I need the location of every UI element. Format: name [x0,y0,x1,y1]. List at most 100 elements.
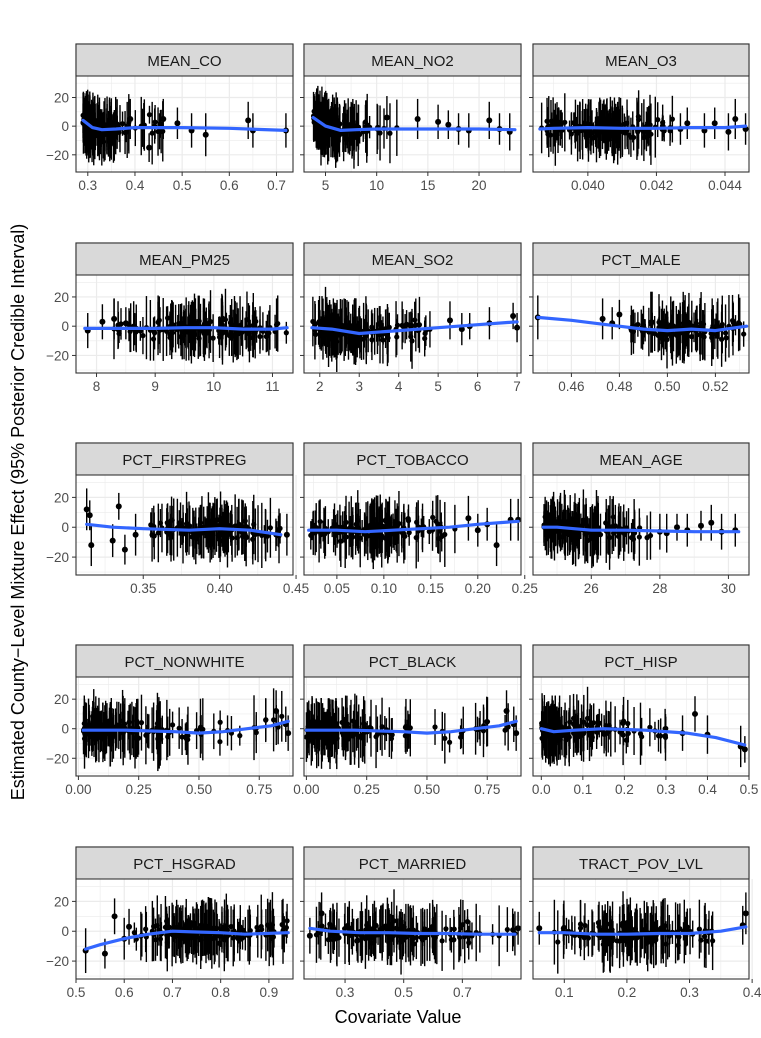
panel-pct-married-point [358,933,364,939]
panel-mean-o3-outlier-point [684,120,691,127]
panel-pct-hsgrad-strip [75,846,294,880]
panel-mean-pm25-x-tick-label: 8 [93,379,101,394]
panel-mean-age-x-tick-label: 30 [721,581,736,596]
panel-tract-pov-lvl-smooth-line [537,925,748,936]
panel-mean-co-point [119,121,126,127]
panel-pct-nonwhite-smooth-line [81,719,290,735]
panel-pct-firstpreg-point [252,531,258,538]
panel-pct-tobacco-point [400,532,407,538]
panel-mean-so2-point [353,333,360,340]
panel-pct-firstpreg-y-tick-label: 0 [61,520,69,535]
panel-tract-pov-lvl-data [536,891,749,974]
panel-pct-male-x-tick-label: 0.48 [606,379,632,394]
panel-mean-pm25-point [283,330,289,336]
panel-pct-hisp-strip-title: PCT_HISP [604,654,677,671]
panel-pct-male-point [729,317,736,324]
panel-tract-pov-lvl-x-tick-label: 0.3 [680,985,699,1000]
panel-mean-co: MEAN_CO 0.3 0.4 0.5 0.6 0.7 −20 0 20 [46,43,294,193]
panel-pct-black-outlier-point [503,707,510,714]
panel-pct-black-point [344,723,350,729]
panel-mean-so2-point [338,331,344,337]
panel-mean-no2-x-tick-label: 5 [322,178,330,193]
panel-pct-tobacco-point [394,521,400,527]
panel-pct-hsgrad-y-tick-label: 20 [54,894,69,909]
panel-mean-age-point [557,519,563,525]
panel-pct-married-smooth-line [308,926,517,936]
panel-pct-nonwhite-x-tick-label: 0.00 [65,782,91,797]
panel-pct-tobacco-outlier-point [493,542,500,549]
panel-pct-hsgrad-y-tick-label: 0 [61,924,69,939]
panel-mean-age-x-tick-label: 26 [584,581,599,596]
panel-pct-hsgrad-point [279,922,285,928]
panel-mean-co-x-tick-label: 0.3 [78,178,97,193]
panel-pct-black-strip-title: PCT_BLACK [369,654,457,671]
panel-pct-nonwhite-point [200,726,206,732]
panel-mean-no2-outlier-point [435,118,442,125]
panel-pct-tobacco-point [308,532,314,538]
panel-mean-co-data [80,89,289,166]
panel-pct-tobacco-point [430,514,436,521]
panel-pct-male-point [669,330,676,337]
panel-pct-firstpreg-point [155,530,161,536]
panel-pct-married-point [334,935,340,941]
panel-pct-male-x-tick-label: 0.52 [702,379,728,394]
panel-tract-pov-lvl-point [595,920,601,926]
panel-pct-married-point [439,938,445,944]
panel-mean-so2-x-tick-label: 2 [316,379,324,394]
panel-mean-co-point [100,121,106,127]
panel-mean-age-point [610,514,616,520]
panel-mean-so2: MEAN_SO2 2 3 4 5 6 7 [300,242,522,394]
panel-pct-male-outlier-point [599,315,606,322]
panel-pct-firstpreg-strip-title: PCT_FIRSTPREG [122,452,246,469]
panel-pct-firstpreg-point [277,525,283,531]
panel-mean-o3-x-tick-label: 0.044 [708,178,742,193]
panel-pct-male-strip-title: PCT_MALE [601,252,680,269]
panel-pct-hisp-strip [532,644,750,678]
panel-pct-firstpreg-point [267,525,273,531]
panel-pct-nonwhite-point [138,720,145,726]
panel-mean-no2-outlier-point [445,121,452,128]
panel-mean-co-y-tick-label: −20 [46,148,69,163]
panel-mean-pm25-point [163,328,170,334]
panel-pct-male-point [635,321,641,328]
panel-mean-co-point [146,112,153,118]
panel-mean-so2-outlier-point [458,326,465,333]
panel-pct-firstpreg: PCT_FIRSTPREG 0.35 0.40 0.45 −20 0 20 [46,442,309,596]
panel-mean-age-point [603,520,609,526]
panel-mean-o3-point [635,129,641,135]
panel-mean-age-point [589,534,595,540]
panel-pct-black-outlier-point [513,730,520,737]
panel-mean-co-outlier-point [146,144,153,151]
panel-pct-married-outlier-point [306,932,313,939]
panel-pct-nonwhite-point [143,732,149,738]
panel-pct-hsgrad: PCT_HSGRAD 0.5 0.6 0.7 0.8 0.9 −20 0 20 [46,846,294,1000]
panel-pct-nonwhite-y-tick-label: 20 [54,692,69,707]
panel-pct-married-point [373,922,379,928]
panel-pct-nonwhite-point [237,733,243,739]
panel-mean-so2-point [409,338,415,344]
panel-pct-firstpreg-point [176,520,182,526]
panel-tract-pov-lvl-point [561,924,567,931]
panel-mean-no2-smooth-line [311,116,517,132]
panel-pct-hsgrad-x-tick-label: 0.6 [115,985,134,1000]
panel-mean-co-outlier-point [127,115,134,122]
panel-pct-hsgrad-point [211,935,217,941]
panel-mean-so2-data [310,286,521,373]
panel-pct-black-x-tick-label: 0.25 [354,782,380,797]
panel-mean-co-x-tick-label: 0.7 [267,178,286,193]
panel-tract-pov-lvl-point [627,937,633,943]
panel-mean-pm25-point [266,330,272,336]
panel-pct-black-point [373,734,379,740]
panel-mean-no2: MEAN_NO2 5 10 15 20 [300,43,522,193]
panel-mean-o3-point [604,118,610,124]
panel-mean-so2-point [412,317,418,323]
panel-mean-so2-point [326,331,332,337]
panel-mean-o3-smooth-line [538,124,748,131]
panel-mean-pm25-x-tick-label: 11 [265,379,279,394]
panel-pct-hisp-point [647,724,653,730]
panel-pct-married-data [306,889,521,975]
panel-pct-firstpreg-outlier-point [283,531,290,538]
panel-pct-male-strip [532,242,750,276]
panel-pct-hsgrad-x-tick-label: 0.7 [163,985,182,1000]
panel-pct-married-point [354,938,360,944]
